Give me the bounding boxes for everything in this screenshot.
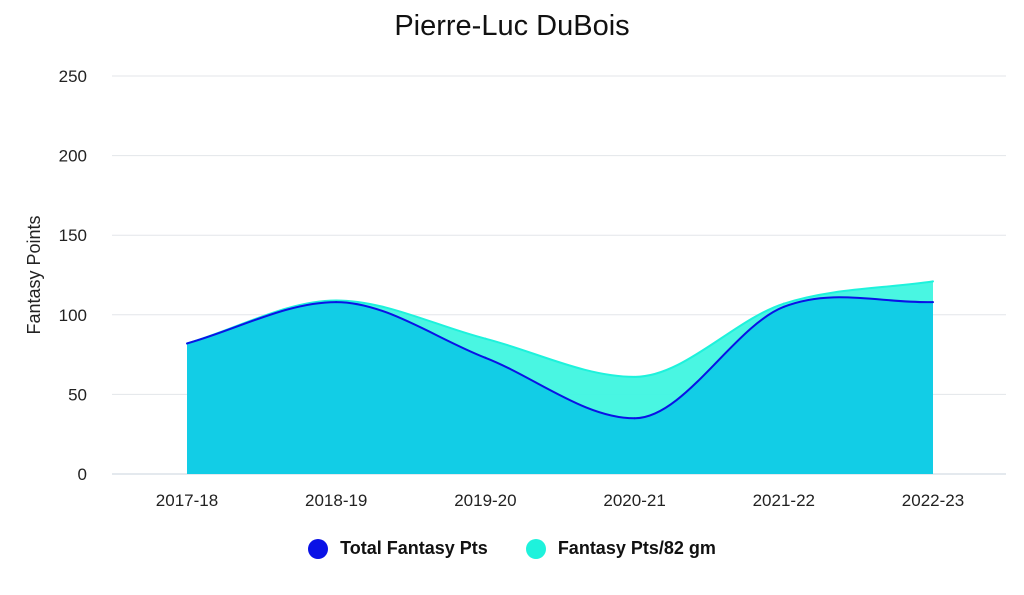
area-total <box>187 297 933 474</box>
point-total-3 <box>633 417 636 420</box>
point-total-5 <box>932 301 934 304</box>
point-per82-4 <box>782 302 785 305</box>
chart-title: Pierre-Luc DuBois <box>394 10 630 42</box>
legend-item-per82[interactable]: Fantasy Pts/82 gm <box>525 538 716 559</box>
x-tick-label: 2017-18 <box>156 491 218 510</box>
legend-marker-per82 <box>525 538 546 559</box>
point-per82-2 <box>484 337 487 340</box>
point-total-2 <box>484 356 487 359</box>
x-tick-label: 2018-19 <box>305 491 367 510</box>
line-per82 <box>186 280 934 378</box>
x-tick-label: 2021-22 <box>753 491 815 510</box>
point-total-1 <box>335 301 338 304</box>
point-per82-3 <box>633 375 636 378</box>
point-per82-1 <box>335 299 338 302</box>
x-tick-label: 2019-20 <box>454 491 516 510</box>
x-tick-label: 2022-23 <box>902 491 964 510</box>
x-tick-label: 2020-21 <box>603 491 665 510</box>
y-tick-label: 100 <box>59 306 87 325</box>
legend-item-total[interactable]: Total Fantasy Pts <box>308 538 488 559</box>
y-tick-label: 50 <box>68 385 87 404</box>
legend-label-total: Total Fantasy Pts <box>340 538 488 558</box>
y-tick-label: 250 <box>59 67 87 86</box>
legend-label-per82: Fantasy Pts/82 gm <box>557 538 716 558</box>
point-total-0 <box>186 342 188 345</box>
point-per82-5 <box>932 280 934 283</box>
y-tick-label: 200 <box>59 147 87 166</box>
legend-marker-total <box>308 538 329 559</box>
point-total-4 <box>782 305 785 308</box>
legend: Total Fantasy Pts Fantasy Pts/82 gm <box>0 538 1024 559</box>
y-tick-label: 150 <box>59 226 87 245</box>
y-tick-label: 0 <box>78 465 87 484</box>
y-axis-title: Fantasy Points <box>24 215 44 334</box>
line-total <box>186 296 934 420</box>
